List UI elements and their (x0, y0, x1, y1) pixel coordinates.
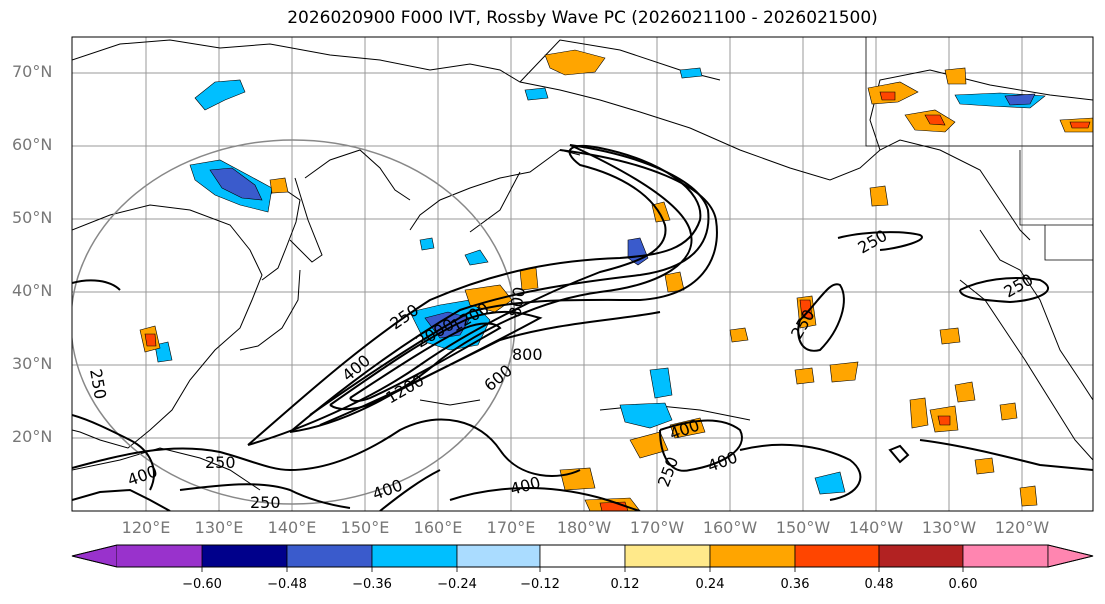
coastlines (72, 39, 1093, 491)
map-frame (71, 36, 1094, 512)
contour-label: 250 (855, 226, 891, 258)
contour-label: 400 (508, 473, 542, 499)
lon-label: 160°W (702, 518, 758, 537)
lat-label: 40°N (12, 281, 53, 300)
colorbar (71, 544, 1094, 572)
gridlines (72, 37, 1093, 511)
colorbar-tick-label: 0.12 (610, 577, 640, 592)
colorbar-tick-label: −0.60 (182, 577, 222, 592)
lon-label: 150°E (340, 518, 390, 537)
colorbar-swatch (962, 544, 1049, 568)
colorbar-tick-label: −0.48 (267, 577, 307, 592)
lon-label: 150°W (775, 518, 831, 537)
negative-anomaly-patches (154, 67, 1046, 495)
colorbar-tick-label: 0.60 (948, 577, 978, 592)
colorbar-swatch (117, 545, 202, 567)
ivt-contours (72, 144, 1093, 511)
lon-label: 170°E (486, 518, 536, 537)
colorbar-swatch (539, 544, 626, 568)
contour-labels: 250 250 250 250 250 250 250 250 400 400 … (86, 226, 1036, 512)
colorbar-tick-label: −0.36 (352, 577, 392, 592)
lon-label: 180°W (556, 518, 612, 537)
contour-label: 250 (386, 300, 422, 333)
lon-label: 140°W (848, 518, 904, 537)
projection-circle (72, 139, 516, 505)
contour-label: 400 (125, 461, 160, 489)
colorbar-tick-label: 0.36 (780, 577, 810, 592)
contour-label: 400 (338, 351, 374, 385)
colorbar-swatch (709, 544, 796, 568)
contour-label: 250 (654, 454, 682, 489)
lat-label: 70°N (12, 62, 53, 81)
page-title: 2026020900 F000 IVT, Rossby Wave PC (202… (287, 8, 878, 28)
colorbar-tick-label: 0.24 (695, 577, 725, 592)
colorbar-swatch (1047, 544, 1094, 568)
colorbar-swatch (371, 544, 458, 568)
lon-label: 140°E (267, 518, 317, 537)
colorbar-swatch (624, 544, 711, 568)
lat-label: 50°N (12, 208, 53, 227)
contour-label: 250 (205, 453, 236, 472)
lon-label: 170°W (629, 518, 685, 537)
colorbar-swatch (71, 544, 118, 568)
lat-label: 60°N (12, 135, 53, 154)
colorbar-swatch (286, 544, 373, 568)
lon-label: 120°E (121, 518, 171, 537)
colorbar-swatch (878, 544, 964, 568)
lon-label: 160°E (413, 518, 463, 537)
colorbar-tick-label: −0.12 (520, 577, 560, 592)
lat-label: 30°N (12, 354, 53, 373)
borders (865, 37, 1093, 261)
contour-label: 800 (512, 345, 543, 364)
colorbar-tick-label: 0.48 (864, 577, 894, 592)
colorbar-swatch (794, 544, 880, 568)
positive-anomaly-patches (139, 49, 1093, 511)
colorbar-swatch (201, 544, 288, 568)
lat-label: 20°N (12, 427, 53, 446)
colorbar-swatch (456, 544, 541, 568)
contour-label: 250 (1001, 270, 1037, 302)
lon-label: 120°W (994, 518, 1050, 537)
lon-label: 130°W (921, 518, 977, 537)
contour-label: 400 (705, 447, 740, 475)
colorbar-tick-label: −0.24 (437, 577, 477, 592)
lon-label: 130°E (194, 518, 244, 537)
contour-label: 250 (250, 493, 281, 512)
contour-label: 400 (370, 475, 405, 503)
